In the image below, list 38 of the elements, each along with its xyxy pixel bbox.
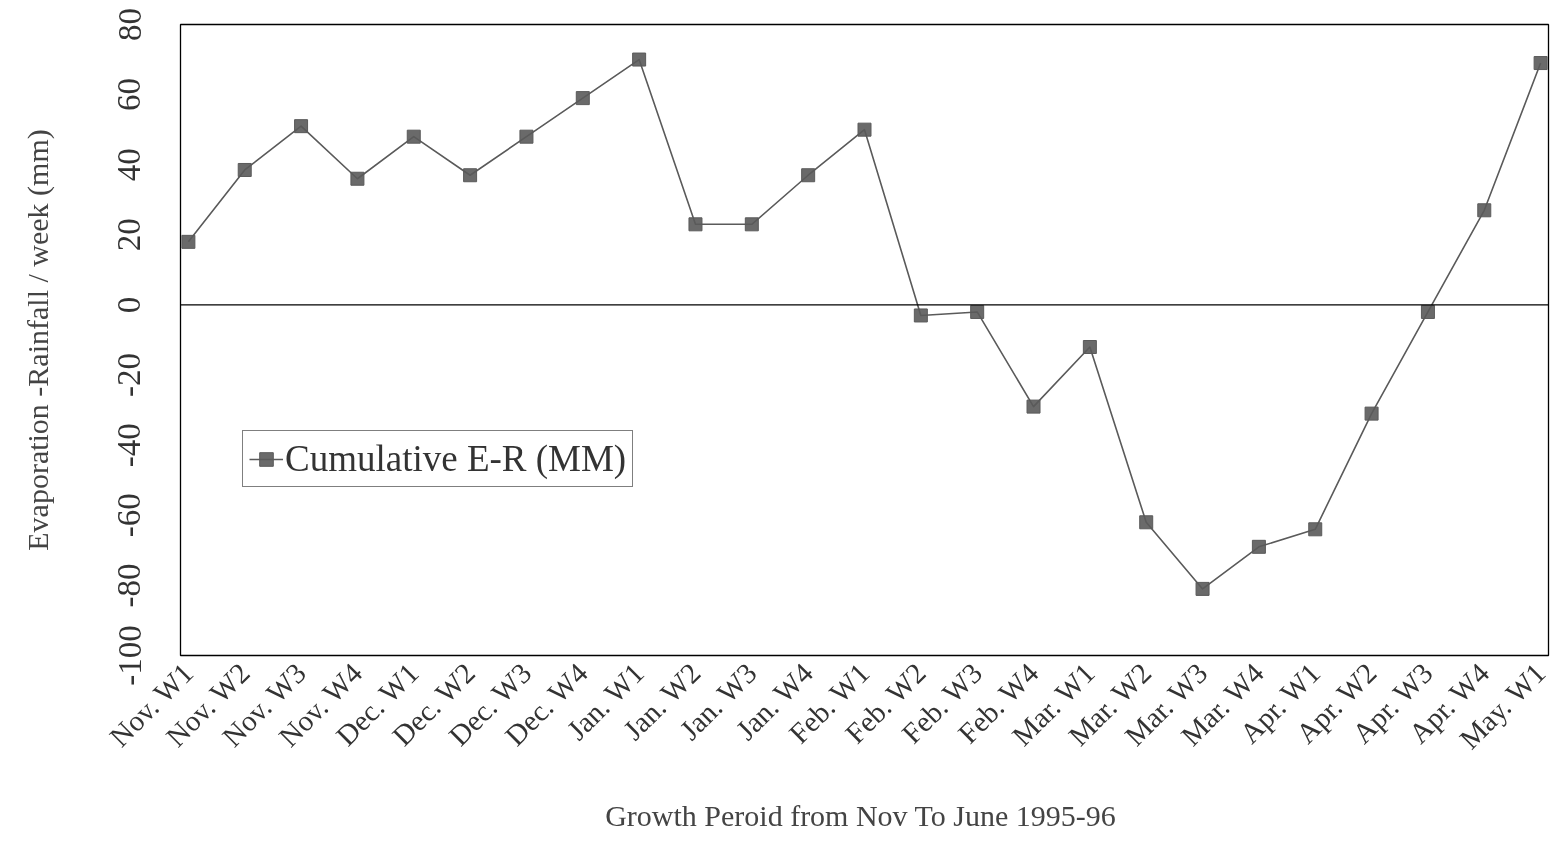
point bbox=[1477, 203, 1492, 218]
point bbox=[1364, 406, 1379, 421]
y-tick-label: -80 bbox=[111, 563, 148, 608]
y-tick-label: 0 bbox=[111, 296, 148, 314]
y-axis-title: Evaporation -Rainfall / week (mm) bbox=[20, 129, 55, 551]
point bbox=[1420, 304, 1435, 319]
y-tick-label: -60 bbox=[111, 493, 148, 538]
y-tick-label: -100 bbox=[111, 625, 148, 686]
point bbox=[970, 304, 985, 319]
point bbox=[1533, 56, 1548, 71]
point bbox=[350, 171, 365, 186]
y-tick-label: -20 bbox=[111, 353, 148, 398]
point bbox=[801, 168, 816, 183]
point bbox=[688, 217, 703, 232]
point bbox=[294, 119, 309, 134]
point bbox=[1082, 340, 1097, 355]
legend-label: Cumulative E-R (MM) bbox=[285, 437, 627, 480]
point bbox=[237, 162, 252, 177]
y-tick-label: 60 bbox=[111, 78, 148, 112]
point bbox=[913, 308, 928, 323]
point bbox=[463, 168, 478, 183]
point bbox=[857, 122, 872, 137]
point bbox=[519, 129, 534, 144]
x-axis-title: Growth Peroid from Nov To June 1995-96 bbox=[605, 799, 1116, 833]
y-tick-label: 80 bbox=[111, 8, 148, 41]
y-tick-label: -40 bbox=[111, 423, 148, 468]
y-tick-label: 40 bbox=[111, 148, 148, 182]
point bbox=[632, 52, 647, 67]
y-tick-label: 20 bbox=[111, 218, 148, 252]
point bbox=[1195, 581, 1210, 596]
point bbox=[406, 129, 421, 144]
point bbox=[1139, 515, 1154, 530]
point bbox=[1026, 399, 1041, 414]
point bbox=[575, 91, 590, 106]
point bbox=[1308, 522, 1323, 537]
point bbox=[744, 217, 759, 232]
point bbox=[1251, 539, 1266, 554]
point bbox=[181, 234, 196, 249]
